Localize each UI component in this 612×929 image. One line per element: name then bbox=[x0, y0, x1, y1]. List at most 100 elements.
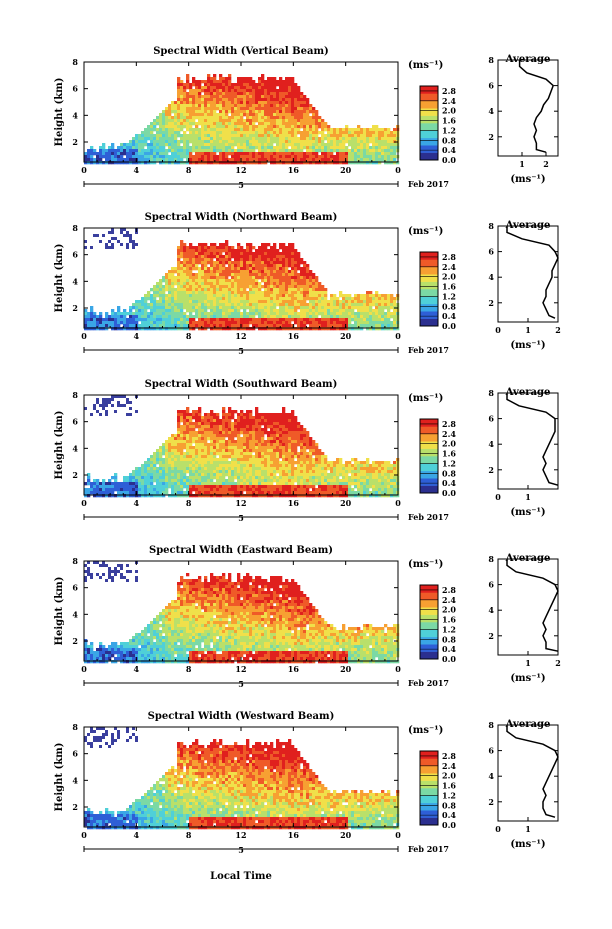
cell bbox=[330, 128, 334, 132]
cell bbox=[156, 128, 160, 132]
cell bbox=[204, 312, 208, 316]
cell bbox=[117, 488, 121, 492]
cell bbox=[147, 327, 151, 331]
cell bbox=[114, 152, 118, 156]
cell bbox=[363, 131, 367, 135]
cell bbox=[264, 315, 268, 319]
cell bbox=[156, 321, 160, 325]
cell bbox=[222, 77, 226, 81]
cell bbox=[207, 452, 211, 456]
cell bbox=[321, 327, 325, 331]
cell bbox=[237, 267, 241, 271]
cell bbox=[243, 80, 247, 84]
cell bbox=[210, 122, 214, 126]
cell bbox=[294, 273, 298, 277]
cell bbox=[369, 300, 373, 304]
cell bbox=[159, 158, 163, 162]
cell bbox=[249, 95, 253, 99]
cell bbox=[228, 464, 232, 468]
cell bbox=[174, 110, 178, 114]
cell bbox=[288, 158, 292, 162]
cell bbox=[192, 80, 196, 84]
cell bbox=[195, 143, 199, 147]
cell bbox=[246, 89, 250, 93]
cell bbox=[171, 294, 175, 298]
cell bbox=[87, 161, 91, 165]
cell bbox=[306, 104, 310, 108]
colorbar-tick-label: 2.8 bbox=[442, 86, 456, 96]
cell bbox=[222, 122, 226, 126]
cell bbox=[288, 303, 292, 307]
cell bbox=[357, 140, 361, 144]
cell bbox=[111, 318, 115, 322]
cell bbox=[177, 270, 181, 274]
cell bbox=[249, 252, 253, 256]
cell bbox=[204, 261, 208, 265]
cell bbox=[111, 324, 115, 328]
cell bbox=[195, 252, 199, 256]
cell bbox=[198, 282, 202, 286]
cell bbox=[183, 494, 187, 498]
x-tick-label: 20 bbox=[340, 331, 352, 341]
cell bbox=[240, 249, 244, 253]
cell bbox=[231, 161, 235, 165]
cell bbox=[204, 476, 208, 480]
cell bbox=[267, 276, 271, 280]
cell bbox=[354, 315, 358, 319]
cell bbox=[138, 300, 142, 304]
cell bbox=[324, 122, 328, 126]
cell bbox=[129, 155, 133, 159]
cell bbox=[279, 110, 283, 114]
cell bbox=[222, 80, 226, 84]
cell bbox=[381, 128, 385, 132]
cell bbox=[198, 80, 202, 84]
cell bbox=[306, 110, 310, 114]
cell bbox=[219, 494, 223, 498]
cell bbox=[141, 149, 145, 153]
cell bbox=[249, 140, 253, 144]
cell bbox=[375, 143, 379, 147]
cell bbox=[336, 143, 340, 147]
cell bbox=[309, 321, 313, 325]
cell bbox=[345, 327, 349, 331]
cell bbox=[300, 131, 304, 135]
cell bbox=[273, 122, 277, 126]
cell bbox=[312, 309, 316, 313]
cell bbox=[330, 131, 334, 135]
cell bbox=[219, 428, 223, 432]
cell bbox=[192, 455, 196, 459]
cell bbox=[279, 324, 283, 328]
cell bbox=[267, 315, 271, 319]
cell bbox=[192, 482, 196, 486]
cell bbox=[183, 473, 187, 477]
cell bbox=[279, 137, 283, 141]
cell bbox=[108, 161, 112, 165]
cell bbox=[261, 258, 265, 262]
cell bbox=[207, 485, 211, 489]
cell bbox=[195, 92, 199, 96]
cell bbox=[237, 92, 241, 96]
cell bbox=[357, 128, 361, 132]
cell bbox=[177, 416, 181, 420]
cell bbox=[297, 104, 301, 108]
cell bbox=[204, 246, 208, 250]
cell bbox=[303, 119, 307, 123]
cell bbox=[108, 158, 112, 162]
cell bbox=[198, 458, 202, 462]
cell bbox=[210, 155, 214, 159]
cell bbox=[207, 149, 211, 153]
cell bbox=[192, 252, 196, 256]
cell bbox=[207, 131, 211, 135]
colorbar-segment bbox=[420, 93, 438, 102]
cell bbox=[297, 282, 301, 286]
cell bbox=[312, 303, 316, 307]
cell bbox=[177, 255, 181, 259]
cell bbox=[282, 294, 286, 298]
cell bbox=[336, 155, 340, 159]
cell bbox=[237, 431, 241, 435]
cell bbox=[345, 149, 349, 153]
cell bbox=[201, 143, 205, 147]
cell bbox=[315, 110, 319, 114]
cell bbox=[351, 303, 355, 307]
cell bbox=[147, 134, 151, 138]
